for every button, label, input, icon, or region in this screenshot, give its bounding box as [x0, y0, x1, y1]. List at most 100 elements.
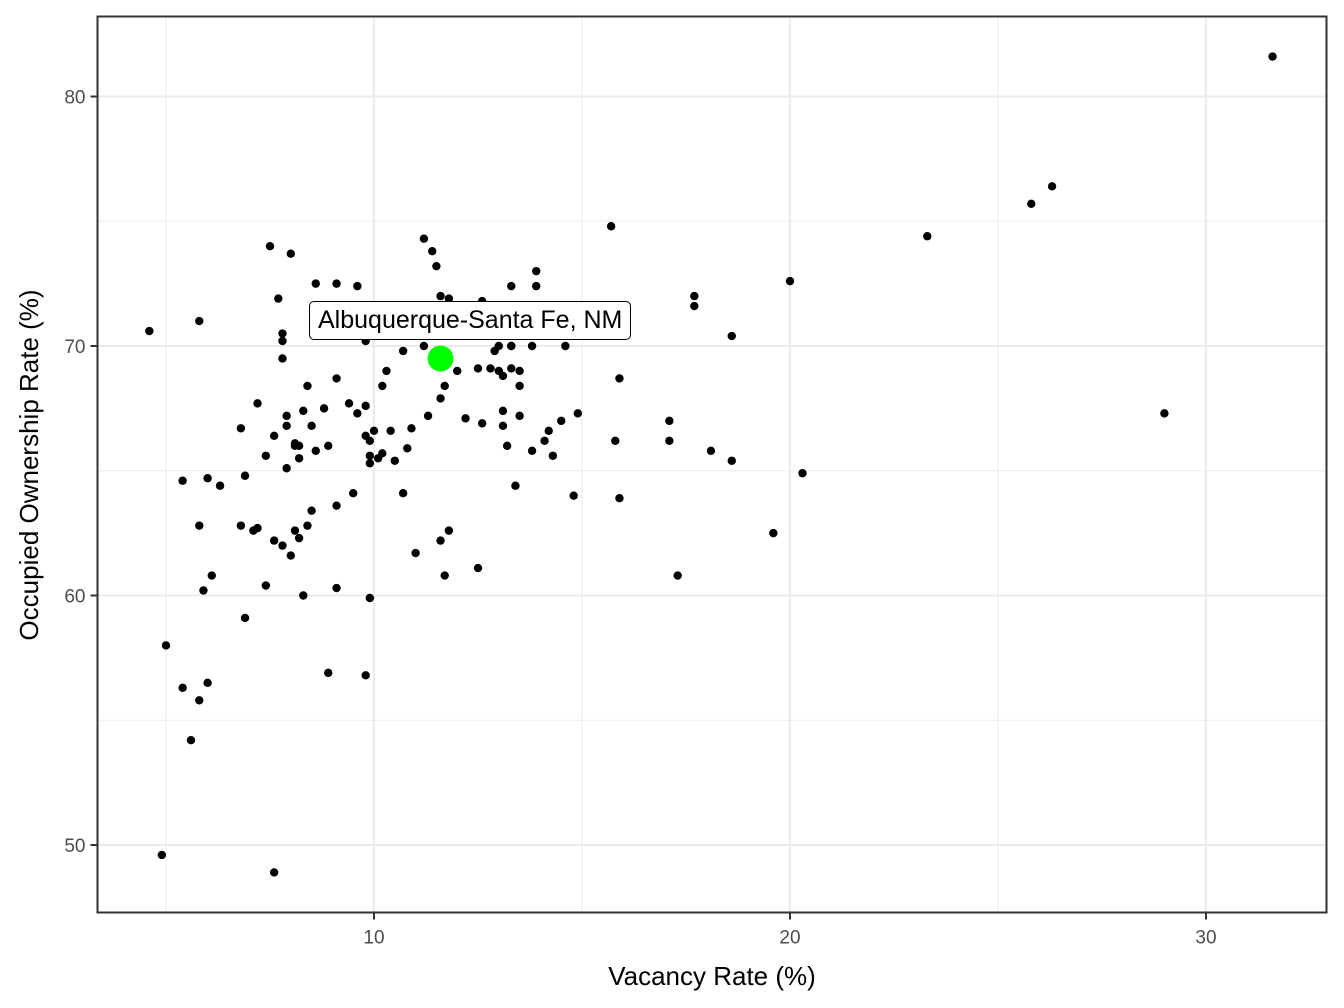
data-point — [353, 409, 362, 418]
data-point — [615, 493, 624, 503]
data-point — [307, 506, 316, 515]
data-point — [261, 451, 271, 460]
highlight-point-marker — [427, 345, 454, 372]
data-point — [1160, 409, 1169, 418]
data-point — [319, 404, 329, 413]
highlight-label: Albuquerque-Santa Fe, NM — [309, 301, 632, 340]
data-point — [544, 426, 553, 436]
data-point — [311, 279, 320, 288]
data-point — [282, 421, 291, 431]
data-point — [798, 469, 807, 478]
data-point — [785, 276, 795, 286]
data-point — [428, 246, 437, 256]
data-point — [673, 571, 682, 580]
data-point — [365, 436, 375, 446]
data-point — [398, 489, 408, 498]
data-point — [274, 294, 283, 303]
data-point — [240, 613, 250, 623]
data-point — [1047, 182, 1057, 191]
y-axis-ticks: 50 60 70 80 — [64, 88, 98, 857]
data-point — [215, 481, 225, 490]
data-point — [498, 406, 508, 416]
data-point — [369, 426, 379, 436]
data-point — [240, 471, 250, 480]
x-axis-title: Vacancy Rate (%) — [608, 961, 816, 991]
y-axis-title: Occupied Ownership Rate (%) — [14, 289, 44, 640]
data-point — [303, 521, 312, 530]
data-point — [706, 446, 716, 455]
data-point — [411, 548, 420, 558]
data-point — [1268, 52, 1277, 61]
data-point — [332, 279, 341, 288]
data-point — [440, 571, 449, 580]
data-point — [311, 446, 320, 455]
data-point — [419, 341, 429, 351]
data-point — [178, 683, 187, 693]
data-point — [515, 411, 524, 421]
data-point — [236, 521, 246, 530]
data-point — [507, 281, 516, 291]
data-point — [727, 331, 736, 341]
x-axis-ticks: 10 20 30 — [363, 912, 1217, 949]
data-point — [186, 736, 196, 745]
grid-major — [97, 16, 1327, 913]
data-point — [923, 232, 932, 241]
data-point — [332, 501, 341, 510]
data-point — [269, 536, 279, 545]
data-point — [361, 401, 370, 411]
data-point — [344, 399, 354, 408]
data-point — [332, 374, 341, 383]
data-point — [419, 234, 429, 243]
data-point — [611, 436, 620, 446]
data-point — [303, 381, 312, 391]
data-point — [527, 341, 537, 351]
data-point — [436, 291, 445, 301]
data-point — [286, 551, 295, 560]
data-point — [299, 406, 308, 416]
data-point — [486, 364, 495, 373]
data-point — [436, 536, 445, 545]
data-point — [548, 451, 558, 460]
data-point — [265, 242, 275, 251]
data-point — [365, 451, 375, 460]
data-point — [378, 449, 387, 458]
data-point — [278, 354, 287, 363]
data-point — [561, 341, 570, 351]
data-point — [286, 249, 295, 258]
data-point — [386, 426, 395, 436]
data-point — [440, 381, 449, 391]
data-point — [282, 411, 291, 421]
data-point — [349, 489, 358, 498]
data-point — [294, 454, 304, 463]
data-point — [324, 668, 333, 678]
data-point — [290, 526, 300, 535]
data-point — [540, 436, 549, 446]
data-point — [236, 424, 246, 433]
data-point — [398, 346, 408, 356]
data-point — [498, 421, 508, 431]
data-point — [511, 481, 520, 490]
data-point — [502, 441, 512, 450]
data-point — [727, 456, 736, 465]
data-point — [365, 593, 375, 603]
data-point — [378, 381, 387, 391]
data-point — [461, 414, 470, 423]
y-tick-label: 60 — [64, 587, 85, 608]
data-point — [615, 374, 624, 383]
data-point — [253, 399, 262, 408]
data-point — [569, 491, 578, 500]
data-point — [532, 266, 541, 276]
data-point — [195, 316, 204, 326]
data-point — [307, 421, 316, 431]
y-tick-label: 70 — [64, 337, 85, 358]
data-point — [665, 436, 674, 446]
data-point — [515, 366, 524, 376]
data-point — [145, 326, 154, 336]
data-point — [423, 411, 433, 421]
data-point — [403, 444, 412, 453]
data-point — [690, 301, 699, 311]
data-point — [278, 541, 287, 550]
x-tick-label: 30 — [1195, 928, 1216, 949]
y-tick-label: 50 — [64, 836, 85, 857]
